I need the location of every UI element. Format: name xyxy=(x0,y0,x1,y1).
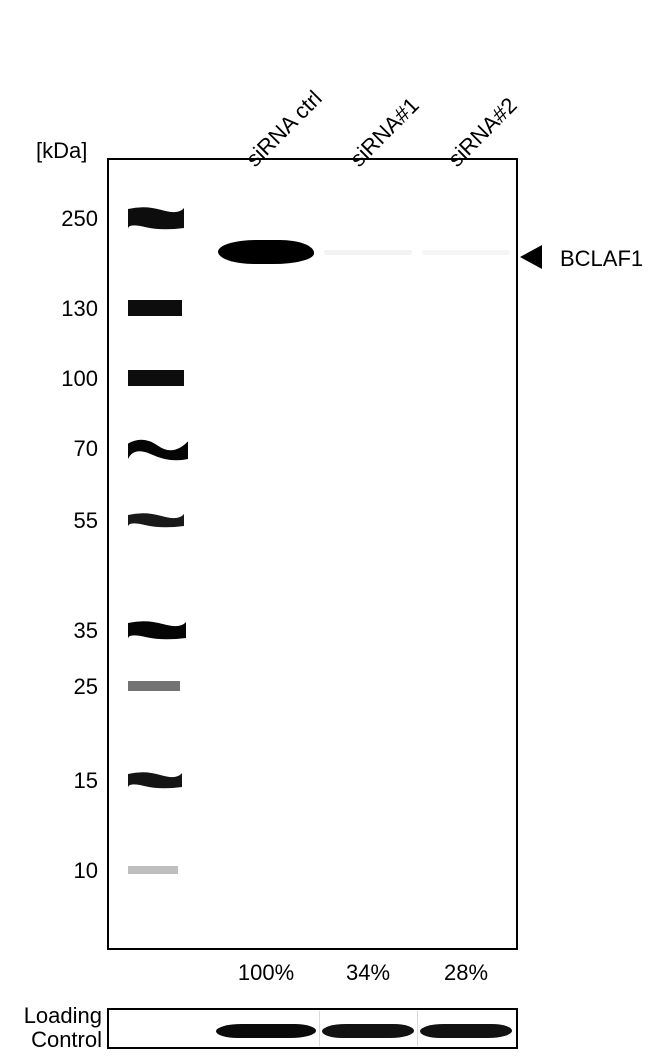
kda-label: 100 xyxy=(38,366,98,392)
ladder-band xyxy=(120,675,188,697)
unit-label: [kDa] xyxy=(36,138,87,164)
percent-label: 28% xyxy=(418,960,514,986)
ladder-band xyxy=(120,615,194,645)
kda-label: 70 xyxy=(38,436,98,462)
western-blot-figure: [kDa] 250130100705535251510 siRNA ctrlsi… xyxy=(0,0,650,1059)
kda-label: 15 xyxy=(38,768,98,794)
percent-label: 34% xyxy=(320,960,416,986)
ladder-band xyxy=(120,766,190,794)
loading-label-line2: Control xyxy=(31,1027,102,1052)
kda-label: 55 xyxy=(38,508,98,534)
percent-label: 100% xyxy=(214,960,318,986)
ladder-band xyxy=(120,860,186,880)
loading-lane-divider xyxy=(417,1011,418,1046)
ladder-band xyxy=(120,507,192,533)
loading-band xyxy=(216,1024,316,1038)
kda-label: 130 xyxy=(38,296,98,322)
loading-control-label: Loading Control xyxy=(0,1004,102,1052)
kda-label: 250 xyxy=(38,206,98,232)
target-band xyxy=(218,240,314,264)
ladder-band xyxy=(120,201,192,235)
target-label: BCLAF1 xyxy=(560,246,643,272)
loading-lane-divider xyxy=(319,1011,320,1046)
ladder-band xyxy=(120,294,190,322)
ladder-band xyxy=(120,364,192,392)
kda-label: 35 xyxy=(38,618,98,644)
loading-label-line1: Loading xyxy=(24,1003,102,1028)
kda-label: 25 xyxy=(38,674,98,700)
target-band xyxy=(324,250,412,255)
loading-band xyxy=(420,1024,512,1038)
target-band xyxy=(422,250,510,255)
loading-band xyxy=(322,1024,414,1038)
ladder-band xyxy=(120,431,196,465)
target-arrow-icon xyxy=(520,245,542,269)
kda-label: 10 xyxy=(38,858,98,884)
